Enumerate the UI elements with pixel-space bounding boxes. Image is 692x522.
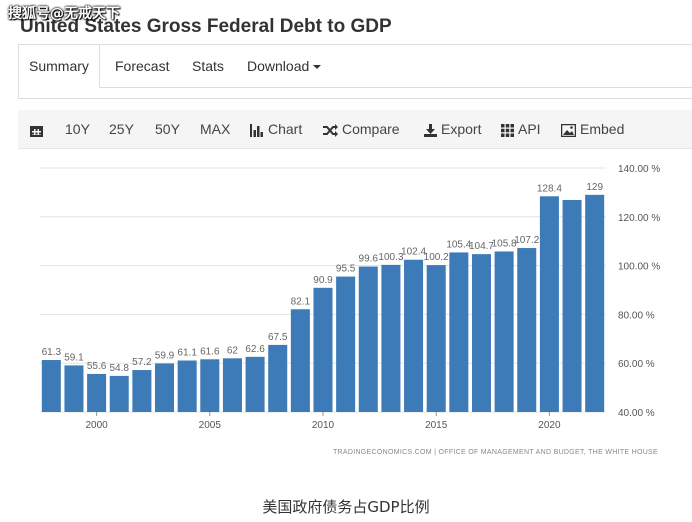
data-label: 55.6 — [87, 361, 107, 372]
bar — [404, 259, 424, 412]
bar — [222, 358, 242, 412]
debt-to-gdp-bar-chart: 40.00 % 60.00 % 80.00 % 100.00 % 120.00 % 140… — [40, 162, 660, 456]
data-label: 104.7 — [469, 241, 494, 252]
shuffle-icon — [323, 123, 338, 137]
embed-button[interactable]: Embed — [561, 110, 624, 148]
bar — [155, 363, 175, 412]
bar — [449, 252, 469, 412]
data-label: 129 — [586, 182, 603, 193]
x-tick-label: 2020 — [538, 420, 561, 431]
compare-button-label: Compare — [342, 121, 400, 137]
grid-icon — [501, 123, 514, 137]
data-label: 67.5 — [268, 332, 288, 343]
data-label: 105.8 — [492, 238, 517, 249]
tabs-bar: Summary Forecast Stats Download — [18, 44, 692, 88]
data-label: 54.8 — [110, 363, 130, 374]
data-label: 62 — [227, 345, 239, 356]
bar — [336, 276, 356, 412]
bar — [41, 360, 61, 412]
bar — [109, 375, 129, 412]
data-label: 82.1 — [291, 296, 311, 307]
data-label: 59.1 — [64, 352, 84, 363]
data-label: 57.2 — [132, 357, 152, 368]
x-tick-label: 2000 — [85, 420, 108, 431]
tab-forecast[interactable]: Forecast — [115, 58, 170, 74]
export-button[interactable]: Export — [424, 110, 481, 148]
embed-button-label: Embed — [580, 121, 625, 137]
bar-chart-icon — [250, 123, 263, 137]
download-icon — [424, 123, 437, 137]
y-tick-label: 140.00 % — [618, 164, 660, 175]
range-max-button[interactable]: MAX — [200, 121, 231, 137]
bar — [132, 370, 152, 412]
bar — [585, 194, 605, 412]
bar — [290, 309, 310, 412]
compare-button[interactable]: Compare — [323, 110, 400, 148]
tab-summary[interactable]: Summary — [18, 44, 100, 88]
image-icon — [561, 123, 576, 137]
tab-stats[interactable]: Stats — [192, 58, 224, 74]
x-tick-label: 2015 — [425, 420, 448, 431]
bar — [517, 248, 537, 412]
data-label: 61.1 — [177, 348, 197, 359]
tab-download-label: Download — [247, 58, 310, 74]
data-label: 61.6 — [200, 346, 220, 357]
x-tick-label: 2010 — [312, 420, 335, 431]
data-label: 99.6 — [359, 254, 379, 265]
y-tick-label: 120.00 % — [618, 213, 660, 224]
x-tick-label: 2005 — [199, 420, 222, 431]
bar — [562, 199, 582, 412]
data-label: 62.6 — [245, 344, 265, 355]
y-tick-label: 60.00 % — [618, 359, 655, 370]
bar — [87, 373, 107, 412]
bar — [313, 287, 333, 412]
calendar-icon[interactable] — [30, 110, 47, 148]
bar — [426, 265, 446, 412]
api-button-label: API — [518, 121, 541, 137]
bar — [539, 196, 559, 412]
chart-area: 40.00 % 60.00 % 80.00 % 100.00 % 120.00 % 140… — [0, 148, 692, 464]
data-label: 59.9 — [155, 350, 175, 361]
bar — [245, 356, 265, 412]
watermark: 搜狐号@无戒天下 — [8, 6, 120, 22]
data-label: 107.2 — [514, 235, 539, 246]
bar — [358, 266, 378, 412]
data-label: 128.4 — [537, 183, 562, 194]
api-button[interactable]: API — [501, 110, 541, 148]
range-10y-button[interactable]: 10Y — [65, 121, 90, 137]
source-note: TRADINGECONOMICS.COM | OFFICE OF MANAGEM… — [333, 449, 658, 456]
bar — [177, 360, 197, 412]
export-button-label: Export — [441, 121, 482, 137]
bar — [64, 365, 84, 412]
range-50y-button[interactable]: 50Y — [155, 121, 180, 137]
y-tick-label: 100.00 % — [618, 262, 660, 273]
y-tick-label: 40.00 % — [618, 408, 655, 419]
tab-download[interactable]: Download — [247, 45, 322, 87]
data-label: 105.4 — [446, 239, 471, 250]
chart-button-label: Chart — [268, 121, 303, 137]
chart-toolbar: 10Y 25Y 50Y MAX Chart Compare Export API… — [18, 110, 692, 149]
data-label: 102.4 — [401, 247, 426, 258]
y-tick-label: 80.00 % — [618, 310, 655, 321]
figure-caption: 美国政府债务占GDP比例 — [262, 498, 430, 516]
caret-down-icon — [313, 65, 322, 70]
range-25y-button[interactable]: 25Y — [109, 121, 134, 137]
data-label: 100.3 — [378, 252, 403, 263]
data-label: 95.5 — [336, 264, 356, 275]
summary-panel — [18, 86, 692, 99]
chart-button[interactable]: Chart — [250, 110, 302, 148]
bar — [381, 264, 401, 412]
bar — [494, 251, 514, 412]
data-label: 100.2 — [424, 252, 449, 263]
data-label: 90.9 — [313, 275, 333, 286]
bar — [268, 344, 288, 412]
data-label: 61.3 — [42, 347, 62, 358]
bar — [471, 254, 491, 412]
bar — [200, 359, 220, 412]
page-title: United States Gross Federal Debt to GDP — [20, 16, 392, 37]
